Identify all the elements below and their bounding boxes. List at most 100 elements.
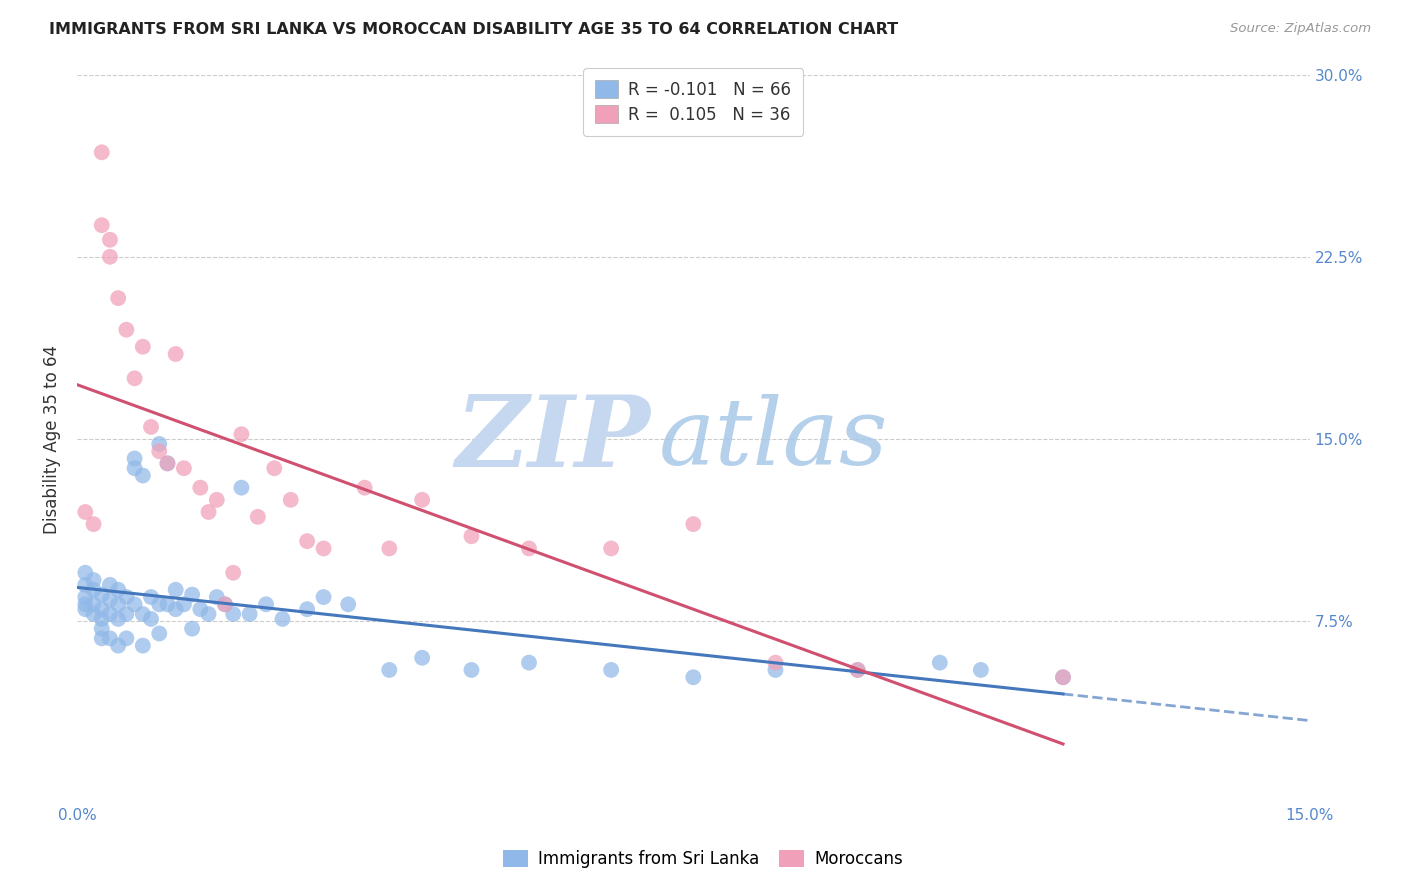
Point	[115, 323, 138, 337]
Point	[148, 444, 170, 458]
Point	[75, 598, 97, 612]
Point	[188, 602, 211, 616]
Point	[1052, 670, 1074, 684]
Point	[98, 632, 121, 646]
Point	[1052, 670, 1074, 684]
Point	[222, 566, 245, 580]
Point	[312, 590, 335, 604]
Point	[411, 650, 433, 665]
Text: Source: ZipAtlas.com: Source: ZipAtlas.com	[1230, 22, 1371, 36]
Point	[682, 670, 704, 684]
Point	[156, 456, 179, 470]
Point	[124, 371, 146, 385]
Point	[846, 663, 869, 677]
Point	[107, 582, 129, 597]
Text: IMMIGRANTS FROM SRI LANKA VS MOROCCAN DISABILITY AGE 35 TO 64 CORRELATION CHART: IMMIGRANTS FROM SRI LANKA VS MOROCCAN DI…	[49, 22, 898, 37]
Point	[600, 663, 623, 677]
Point	[197, 505, 219, 519]
Point	[246, 509, 269, 524]
Point	[460, 663, 482, 677]
Point	[98, 578, 121, 592]
Point	[337, 598, 360, 612]
Point	[124, 461, 146, 475]
Point	[139, 590, 162, 604]
Point	[846, 663, 869, 677]
Point	[107, 291, 129, 305]
Point	[231, 481, 253, 495]
Point	[90, 612, 112, 626]
Point	[98, 607, 121, 621]
Point	[75, 566, 97, 580]
Point	[83, 607, 105, 621]
Point	[928, 656, 950, 670]
Point	[460, 529, 482, 543]
Point	[107, 598, 129, 612]
Point	[98, 250, 121, 264]
Point	[205, 590, 228, 604]
Point	[239, 607, 262, 621]
Point	[378, 541, 401, 556]
Point	[132, 607, 155, 621]
Point	[970, 663, 993, 677]
Legend: Immigrants from Sri Lanka, Moroccans: Immigrants from Sri Lanka, Moroccans	[496, 843, 910, 875]
Point	[517, 541, 540, 556]
Point	[765, 663, 787, 677]
Y-axis label: Disability Age 35 to 64: Disability Age 35 to 64	[44, 344, 60, 533]
Point	[75, 505, 97, 519]
Point	[90, 632, 112, 646]
Point	[90, 622, 112, 636]
Point	[132, 468, 155, 483]
Point	[214, 598, 236, 612]
Point	[115, 607, 138, 621]
Point	[115, 590, 138, 604]
Text: atlas: atlas	[659, 394, 889, 484]
Point	[83, 582, 105, 597]
Point	[90, 602, 112, 616]
Point	[188, 481, 211, 495]
Point	[197, 607, 219, 621]
Point	[222, 607, 245, 621]
Point	[107, 639, 129, 653]
Point	[132, 340, 155, 354]
Point	[295, 602, 318, 616]
Point	[280, 492, 302, 507]
Point	[148, 598, 170, 612]
Point	[353, 481, 375, 495]
Point	[83, 598, 105, 612]
Point	[517, 656, 540, 670]
Point	[83, 573, 105, 587]
Point	[156, 456, 179, 470]
Point	[124, 451, 146, 466]
Point	[682, 517, 704, 532]
Point	[90, 145, 112, 160]
Point	[165, 347, 187, 361]
Point	[173, 598, 195, 612]
Point	[181, 588, 204, 602]
Point	[165, 602, 187, 616]
Point	[411, 492, 433, 507]
Point	[115, 632, 138, 646]
Point	[90, 218, 112, 232]
Point	[75, 590, 97, 604]
Point	[107, 612, 129, 626]
Point	[139, 420, 162, 434]
Point	[214, 598, 236, 612]
Point	[156, 598, 179, 612]
Text: ZIP: ZIP	[456, 391, 650, 487]
Point	[124, 598, 146, 612]
Point	[600, 541, 623, 556]
Point	[181, 622, 204, 636]
Point	[263, 461, 285, 475]
Legend: R = -0.101   N = 66, R =  0.105   N = 36: R = -0.101 N = 66, R = 0.105 N = 36	[583, 69, 803, 136]
Point	[148, 437, 170, 451]
Point	[132, 639, 155, 653]
Point	[312, 541, 335, 556]
Point	[148, 626, 170, 640]
Point	[173, 461, 195, 475]
Point	[75, 602, 97, 616]
Point	[295, 534, 318, 549]
Point	[90, 588, 112, 602]
Point	[83, 517, 105, 532]
Point	[378, 663, 401, 677]
Point	[254, 598, 277, 612]
